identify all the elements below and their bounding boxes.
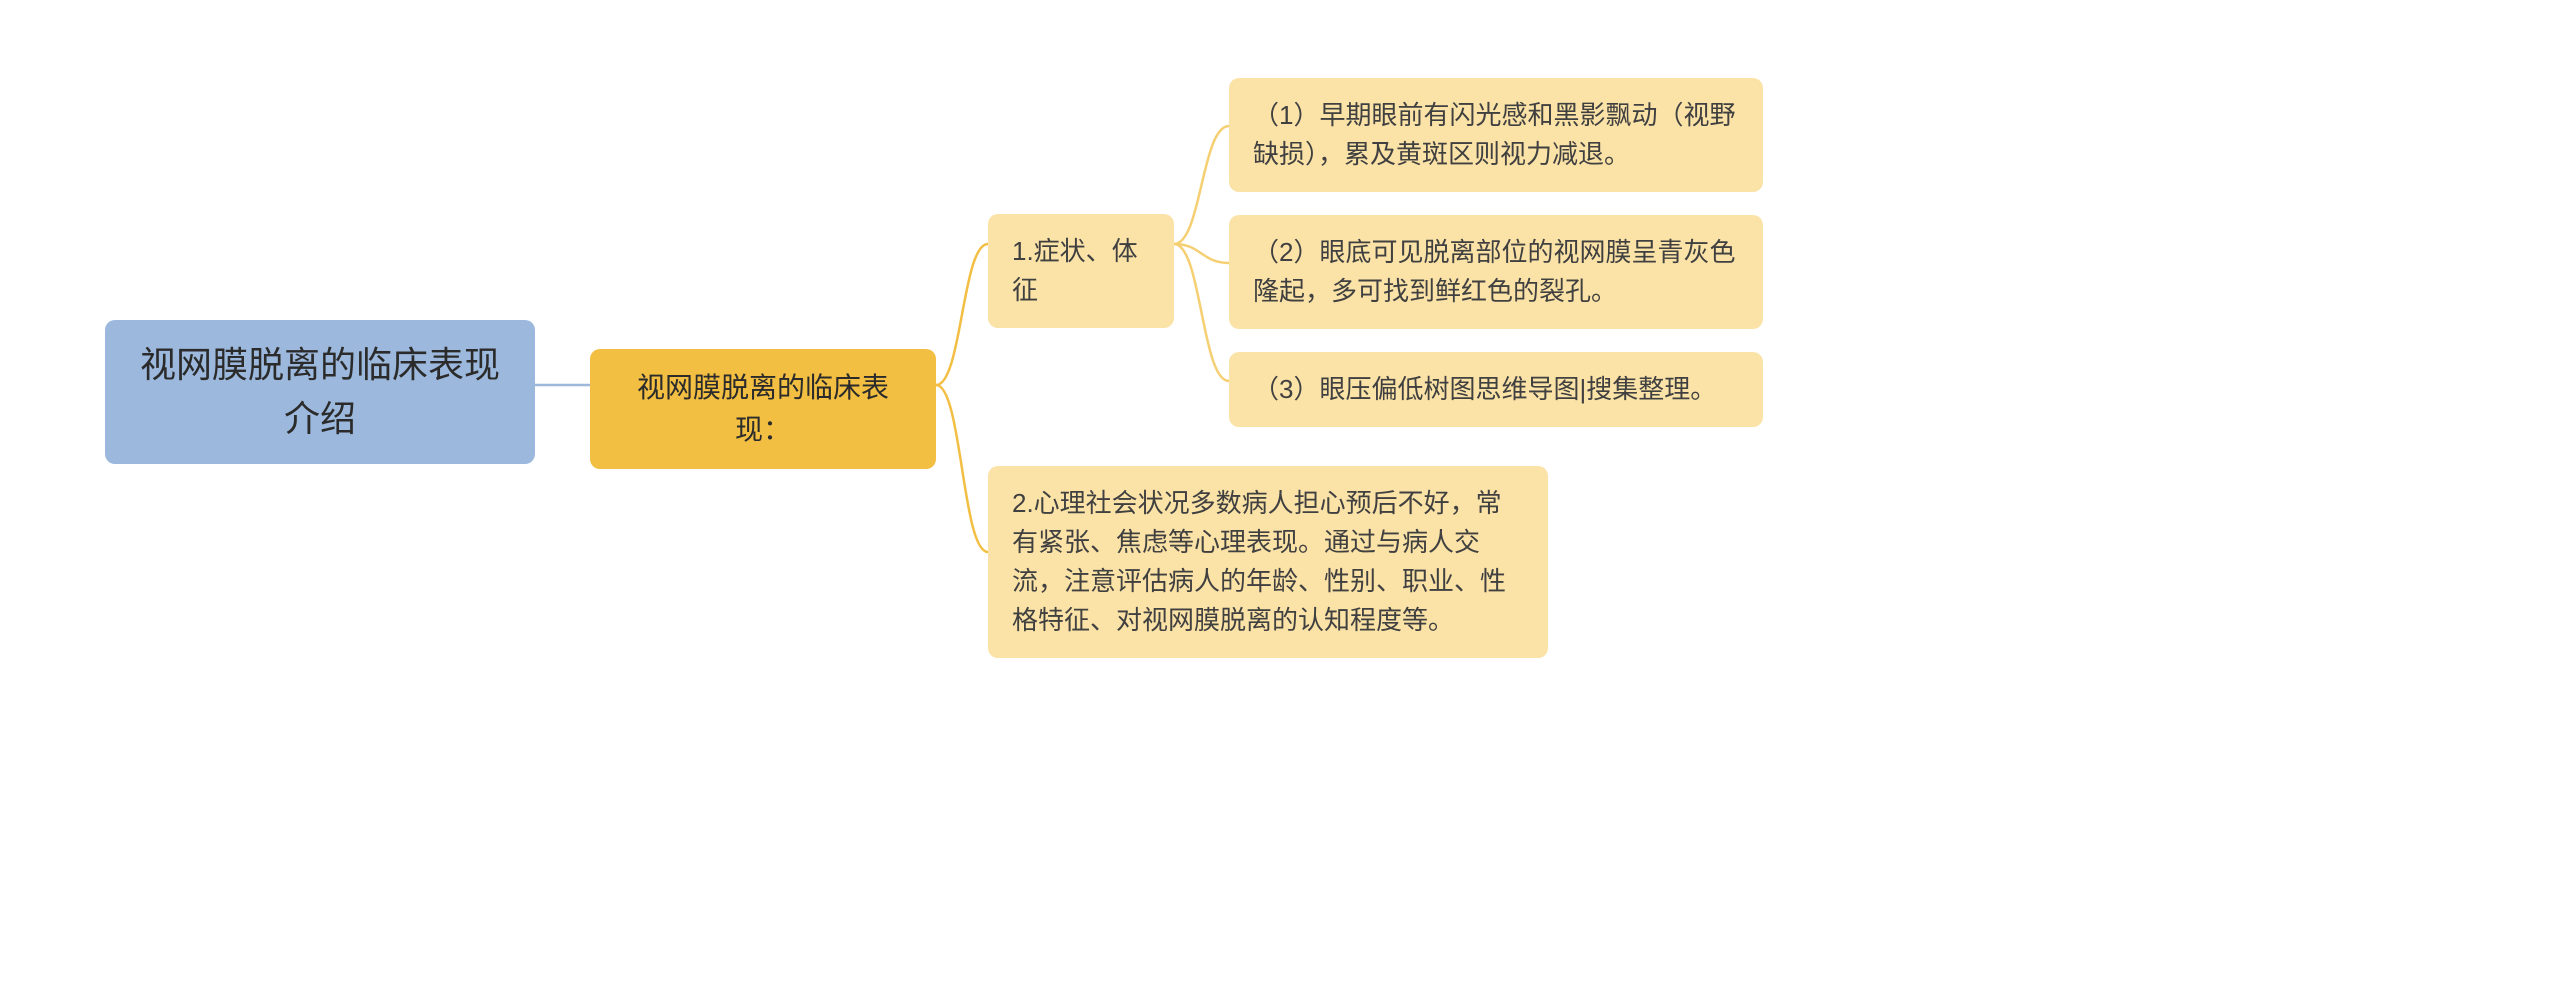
level1-node-text: 视网膜脱离的临床表现： — [614, 367, 912, 451]
leaf2-node: （2）眼底可见脱离部位的视网膜呈青灰色隆起，多可找到鲜红色的裂孔。 — [1229, 215, 1763, 329]
branch2-node-text: 2.心理社会状况多数病人担心预后不好，常有紧张、焦虑等心理表现。通过与病人交流，… — [1012, 484, 1524, 640]
leaf1-node: （1）早期眼前有闪光感和黑影飘动（视野缺损），累及黄斑区则视力减退。 — [1229, 78, 1763, 192]
branch2-node: 2.心理社会状况多数病人担心预后不好，常有紧张、焦虑等心理表现。通过与病人交流，… — [988, 466, 1548, 658]
leaf3-node-text: （3）眼压偏低树图思维导图|搜集整理。 — [1253, 370, 1716, 409]
leaf1-node-text: （1）早期眼前有闪光感和黑影飘动（视野缺损），累及黄斑区则视力减退。 — [1253, 96, 1739, 174]
leaf3-node: （3）眼压偏低树图思维导图|搜集整理。 — [1229, 352, 1763, 427]
branch1-node-text: 1.症状、体征 — [1012, 232, 1150, 310]
leaf2-node-text: （2）眼底可见脱离部位的视网膜呈青灰色隆起，多可找到鲜红色的裂孔。 — [1253, 233, 1739, 311]
root-node: 视网膜脱离的临床表现介绍 — [105, 320, 535, 464]
level1-node: 视网膜脱离的临床表现： — [590, 349, 936, 469]
branch1-node: 1.症状、体征 — [988, 214, 1174, 328]
root-node-text: 视网膜脱离的临床表现介绍 — [129, 338, 511, 446]
